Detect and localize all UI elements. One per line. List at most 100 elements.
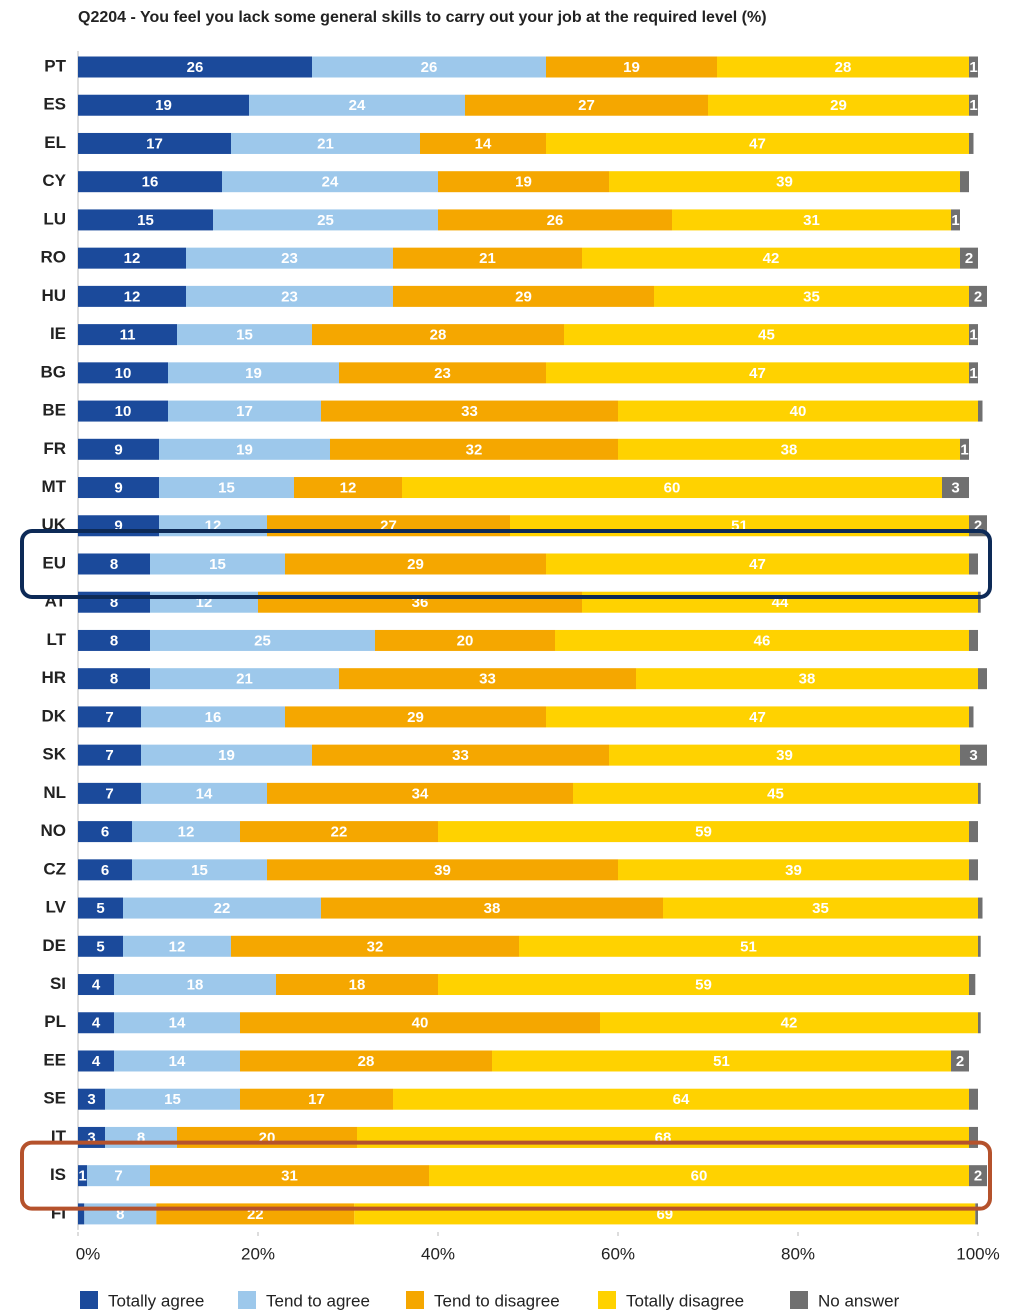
value-label: 59: [695, 824, 712, 841]
value-label: 24: [322, 174, 339, 191]
bar-segment: [150, 629, 375, 651]
value-label: 26: [547, 212, 564, 229]
value-label: 29: [830, 97, 847, 114]
bar-segment: [546, 706, 969, 728]
category-label: AT: [45, 592, 67, 611]
value-label: 47: [749, 135, 766, 152]
bar-segment: [312, 324, 564, 346]
bar-segment: [78, 94, 249, 116]
value-label: 51: [713, 1053, 730, 1070]
value-label: 27: [578, 97, 595, 114]
value-label: 24: [349, 97, 366, 114]
value-label: 12: [124, 250, 141, 267]
legend-label: Tend to disagree: [434, 1291, 560, 1310]
bar-segment: [978, 897, 983, 919]
highlight-box: [20, 528, 992, 599]
value-label: 10: [115, 365, 132, 382]
value-label: 38: [781, 441, 798, 458]
category-label: CY: [42, 171, 66, 190]
value-label: 21: [317, 135, 334, 152]
bar-segment: [78, 859, 132, 881]
bar-segment: [969, 324, 978, 346]
bar-segment: [330, 438, 618, 460]
bar-segment: [429, 1165, 969, 1187]
value-label: 17: [146, 135, 163, 152]
category-label: MT: [41, 477, 66, 496]
value-label: 33: [452, 747, 469, 764]
value-label: 47: [749, 709, 766, 726]
value-label: 28: [835, 59, 852, 76]
value-label: 15: [164, 1091, 181, 1108]
bar-segment: [240, 1050, 492, 1072]
value-label: 59: [695, 976, 712, 993]
bar-segment: [141, 744, 312, 766]
bar-segment: [951, 1050, 969, 1072]
category-label: SE: [43, 1089, 66, 1108]
value-label: 23: [281, 288, 298, 305]
bar-segment: [321, 400, 618, 422]
value-label: 8: [110, 671, 118, 688]
bar-segment: [114, 1012, 240, 1034]
value-label: 39: [776, 747, 793, 764]
category-label: PT: [44, 56, 66, 75]
bar-segment: [438, 171, 609, 193]
bar-segment: [168, 362, 339, 384]
bar-segment: [393, 1088, 969, 1110]
value-label: 31: [803, 212, 820, 229]
value-label: 17: [236, 403, 253, 420]
bar-segment: [78, 477, 159, 499]
value-label: 8: [110, 556, 118, 573]
bar-segment: [78, 324, 177, 346]
bar-segment: [339, 668, 636, 690]
bar-segment: [708, 94, 969, 116]
bar-segment: [546, 553, 969, 575]
value-label: 39: [785, 862, 802, 879]
value-label: 26: [187, 59, 204, 76]
value-label: 7: [105, 709, 113, 726]
category-label: LU: [43, 209, 66, 228]
value-label: 19: [218, 747, 235, 764]
bar-segment: [78, 1088, 105, 1110]
category-label: FR: [43, 439, 66, 458]
bar-segment: [87, 1165, 150, 1187]
bar-segment: [654, 285, 969, 307]
bar-segment: [672, 209, 951, 231]
bar-segment: [78, 56, 312, 78]
legend-swatch: [238, 1291, 256, 1309]
value-label: 39: [434, 862, 451, 879]
bar-segment: [969, 821, 978, 843]
value-label: 34: [412, 785, 429, 802]
bar-segment: [546, 132, 969, 154]
bar-segment: [78, 553, 150, 575]
bar-segment: [951, 209, 960, 231]
category-label: HU: [41, 286, 66, 305]
bar-segment: [78, 629, 150, 651]
value-label: 60: [691, 1168, 708, 1185]
value-label: 14: [169, 1053, 186, 1070]
value-label: 40: [412, 1015, 429, 1032]
legend-swatch: [790, 1291, 808, 1309]
category-label: IE: [50, 324, 66, 343]
bar-segment: [78, 1050, 114, 1072]
value-label: 33: [479, 671, 496, 688]
bar-segment: [186, 285, 393, 307]
value-label: 45: [767, 785, 784, 802]
bar-segment: [285, 706, 546, 728]
value-label: 22: [214, 900, 231, 917]
bar-segment: [618, 859, 969, 881]
bar-segment: [969, 56, 978, 78]
value-label: 19: [236, 441, 253, 458]
bar-segment: [213, 209, 438, 231]
value-label: 51: [740, 938, 757, 955]
bar-segment: [393, 285, 654, 307]
bar-segment: [978, 591, 981, 613]
bar-segment: [969, 629, 978, 651]
value-label: 1: [969, 327, 977, 344]
category-label: HR: [41, 668, 66, 687]
bar-segment: [78, 935, 123, 957]
bar-segment: [546, 56, 717, 78]
legend-label: Totally agree: [108, 1291, 204, 1310]
value-label: 1: [969, 365, 977, 382]
bar-segment: [339, 362, 546, 384]
